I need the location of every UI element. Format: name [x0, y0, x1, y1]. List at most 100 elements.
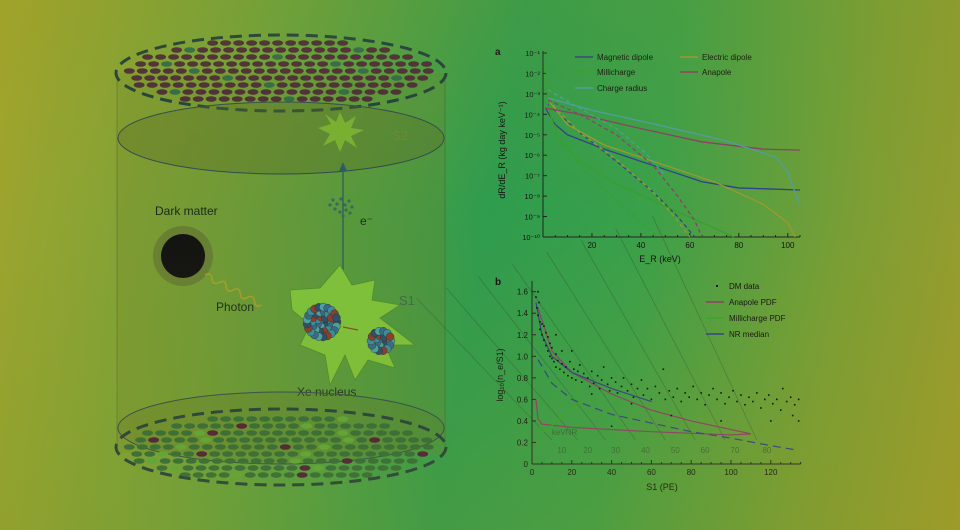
pmt-icon: [340, 423, 352, 429]
pmt-icon: [259, 40, 271, 46]
pmt-icon: [324, 416, 336, 422]
pmt-icon: [142, 54, 154, 60]
pmt-icon: [395, 61, 407, 67]
dm-data-point: [541, 323, 543, 325]
dm-data-point: [549, 342, 551, 345]
legend-label: Millicharge PDF: [729, 314, 786, 323]
pmt-icon: [377, 465, 389, 471]
pmt-icon: [149, 68, 161, 74]
pmt-icon: [357, 68, 369, 74]
pmt-icon: [182, 465, 194, 471]
pmt-icon: [161, 61, 173, 67]
pmt-icon: [170, 75, 182, 81]
dm-data-point: [760, 407, 762, 409]
electron-dot: [331, 198, 335, 202]
pmt-icon: [187, 437, 199, 443]
pmt-icon: [325, 465, 337, 471]
pmt-icon: [286, 465, 298, 471]
pmt-icon: [283, 96, 295, 102]
legend-label: Anapole: [702, 68, 732, 77]
pmt-icon: [363, 54, 375, 60]
y-tick-label: 10⁻¹⁰: [522, 233, 540, 242]
pmt-icon: [248, 451, 260, 457]
dark-matter-label: Dark matter: [155, 204, 218, 218]
pmt-icon: [380, 458, 392, 464]
pmt-icon: [246, 416, 258, 422]
pmt-icon: [275, 47, 287, 53]
pmt-icon: [252, 61, 264, 67]
pmt-icon: [226, 437, 238, 443]
pmt-icon: [207, 54, 219, 60]
energy-unit-label: keVNR: [552, 428, 578, 437]
legend-label: Charge radius: [597, 84, 647, 93]
pmt-icon: [337, 416, 349, 422]
pmt-icon: [309, 96, 321, 102]
pmt-icon: [408, 437, 420, 443]
pmt-icon: [402, 54, 414, 60]
pmt-icon: [174, 437, 186, 443]
pmt-icon: [354, 82, 366, 88]
dm-data-point: [535, 296, 537, 298]
pmt-icon: [327, 423, 339, 429]
pmt-icon: [379, 423, 391, 429]
pmt-icon: [288, 423, 300, 429]
legend-label: Electric dipole: [702, 53, 752, 62]
pmt-icon: [237, 82, 249, 88]
pmt-icon: [361, 472, 373, 478]
pmt-icon: [266, 444, 278, 450]
dm-data-point: [586, 377, 589, 379]
pmt-icon: [378, 451, 390, 457]
pmt-icon: [222, 75, 234, 81]
pmt-icon: [326, 75, 338, 81]
energy-contour-line: [445, 287, 579, 441]
pmt-icon: [200, 61, 212, 67]
pmt-icon: [220, 430, 232, 436]
dm-data-point: [543, 325, 545, 327]
series-line-magnetic-dipole: [544, 107, 801, 191]
pmt-icon: [393, 458, 405, 464]
dm-data-point: [553, 360, 555, 363]
pmt-icon: [201, 444, 213, 450]
pmt-icon: [184, 47, 196, 53]
pmt-icon: [379, 47, 391, 53]
legend-marker: [716, 285, 718, 287]
pmt-icon: [417, 451, 429, 457]
pmt-icon: [233, 416, 245, 422]
dm-data-point: [598, 387, 601, 390]
pmt-icon: [314, 423, 326, 429]
pmt-icon: [366, 47, 378, 53]
pmt-icon: [348, 472, 360, 478]
pmt-icon: [234, 89, 246, 95]
pmt-icon: [136, 444, 148, 450]
dm-data-point: [620, 385, 623, 388]
pmt-icon: [218, 96, 230, 102]
chart-a-series: [544, 63, 801, 238]
pmt-icon: [337, 40, 349, 46]
dm-data-point: [541, 333, 543, 336]
pmt-icon: [396, 444, 408, 450]
pmt-icon: [198, 82, 210, 88]
nucleon-icon: [385, 332, 395, 342]
legend-label: Anapole PDF: [729, 298, 777, 307]
pmt-icon: [194, 54, 206, 60]
pmt-icon: [183, 451, 195, 457]
pmt-icon: [302, 82, 314, 88]
dm-data-point: [608, 389, 611, 392]
pmt-icon: [257, 96, 269, 102]
pmt-icon: [146, 82, 158, 88]
pmt-icon: [233, 40, 245, 46]
pmt-icon: [237, 458, 249, 464]
pmt-icon: [171, 47, 183, 53]
pmt-icon: [183, 75, 195, 81]
pmt-icon: [211, 458, 223, 464]
pmt-icon: [259, 54, 271, 60]
y-tick-label: 0.4: [517, 417, 529, 426]
photon-label: Photon: [216, 300, 254, 314]
pmt-icon: [149, 444, 161, 450]
energy-contour-label: 10: [557, 446, 566, 455]
dm-data-point: [688, 396, 691, 399]
electron-dot: [341, 214, 345, 218]
x-tick-label: 80: [687, 468, 696, 477]
x-tick-label: 100: [781, 241, 795, 250]
